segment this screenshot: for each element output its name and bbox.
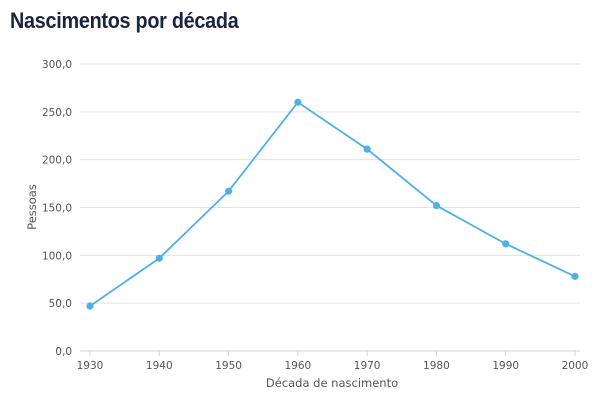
x-tick-label: 1940 (146, 360, 173, 372)
series-pessoas (86, 98, 579, 310)
x-tick-label: 2000 (562, 360, 589, 372)
y-tick-label: 100,0 (42, 250, 72, 262)
y-tick-label: 250,0 (42, 107, 72, 119)
y-tick-label: 0,0 (55, 346, 72, 358)
y-tick-label: 50,0 (49, 298, 72, 310)
x-tick-label: 1990 (492, 360, 519, 372)
data-point[interactable] (502, 240, 510, 248)
series-line (89, 101, 576, 307)
x-tick-label: 1930 (77, 360, 104, 372)
y-tick-label: 200,0 (42, 155, 72, 167)
data-point[interactable] (571, 272, 579, 280)
x-axis: 1930 1940 1950 1960 1970 1980 1990 2000 (77, 351, 589, 372)
y-tick-label: 150,0 (42, 203, 72, 215)
x-tick-label: 1950 (215, 360, 242, 372)
y-tick-label: 300,0 (42, 59, 72, 71)
data-point[interactable] (363, 145, 371, 153)
y-axis-ticks: 0,0 50,0 100,0 150,0 200,0 250,0 300,0 (42, 59, 72, 358)
x-tick-label: 1980 (423, 360, 450, 372)
y-axis-label: Pessoas (25, 184, 39, 230)
x-tick-label: 1970 (354, 360, 381, 372)
data-point[interactable] (86, 302, 94, 310)
gridlines (80, 63, 580, 352)
data-point[interactable] (432, 201, 441, 210)
chart-title: Nascimentos por década (10, 8, 239, 33)
data-point[interactable] (155, 254, 163, 262)
x-axis-label: Década de nascimento (266, 376, 398, 390)
x-tick-label: 1960 (284, 360, 311, 372)
data-point[interactable] (294, 98, 302, 106)
data-point[interactable] (224, 187, 233, 195)
